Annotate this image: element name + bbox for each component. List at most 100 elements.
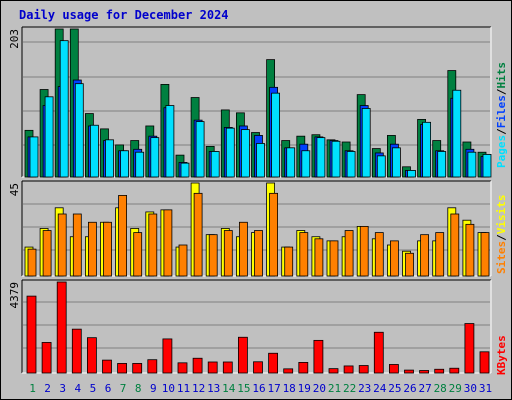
bar-kbytes xyxy=(56,281,67,374)
day-label: 19 xyxy=(298,382,311,395)
day-label: 11 xyxy=(177,382,190,395)
bar-sites xyxy=(57,213,67,277)
bar-sites xyxy=(88,221,97,277)
day-label: 28 xyxy=(434,382,447,395)
y-max-label: 45 xyxy=(8,183,21,196)
bar-sites xyxy=(389,240,399,277)
bar-kbytes xyxy=(222,361,233,374)
bar-kbytes xyxy=(41,342,52,374)
bar-pages xyxy=(482,153,492,178)
bar-sites xyxy=(405,252,414,277)
day-label: 23 xyxy=(358,382,371,395)
legend-visits: Visits xyxy=(495,195,508,235)
y-max-label: 203 xyxy=(8,29,21,49)
legend-slash: / xyxy=(495,234,508,241)
day-label: 8 xyxy=(135,382,142,395)
bar-pages xyxy=(346,151,356,178)
bar-pages xyxy=(90,124,99,178)
bar-pages xyxy=(225,127,235,178)
bar-pages xyxy=(391,147,401,178)
day-label: 14 xyxy=(222,382,236,395)
bar-pages xyxy=(44,96,54,178)
day-label: 31 xyxy=(479,382,492,395)
bar-kbytes xyxy=(449,367,460,374)
legend-hits: Hits xyxy=(495,62,508,89)
day-label: 7 xyxy=(120,382,127,395)
bar-pages xyxy=(74,83,84,178)
panel-2: 45 xyxy=(8,180,492,277)
bar-sites xyxy=(163,209,173,277)
legend-hits-files-pages: Pages/Files/Hits xyxy=(495,62,508,168)
bar-kbytes xyxy=(479,351,490,374)
legend-sites-visits: Sites/Visits xyxy=(495,195,508,275)
bar-sites xyxy=(133,232,143,277)
bar-kbytes xyxy=(147,359,158,374)
day-label: 1 xyxy=(29,382,36,395)
legend-files: Files xyxy=(495,95,508,128)
panel-background xyxy=(22,280,491,373)
bar-kbytes xyxy=(283,368,294,374)
day-label: 3 xyxy=(59,382,66,395)
day-label: 26 xyxy=(403,382,416,395)
day-label: 27 xyxy=(418,382,431,395)
day-label: 21 xyxy=(328,382,341,395)
bar-pages xyxy=(120,150,129,178)
day-label: 15 xyxy=(237,382,250,395)
panel-3: 4379 xyxy=(8,279,492,374)
bar-sites xyxy=(148,213,158,277)
bar-pages xyxy=(361,108,371,178)
bar-kbytes xyxy=(132,363,143,374)
day-label: 5 xyxy=(90,382,97,395)
bar-pages xyxy=(452,89,462,178)
bar-kbytes xyxy=(419,370,430,374)
bar-sites xyxy=(480,232,490,277)
day-label: 30 xyxy=(464,382,477,395)
bar-kbytes xyxy=(343,365,354,374)
bar-pages xyxy=(135,151,145,178)
day-label: 13 xyxy=(207,382,220,395)
bar-sites xyxy=(223,230,233,277)
bar-sites xyxy=(193,192,203,277)
bar-pages xyxy=(29,136,39,178)
legend-slash: / xyxy=(495,88,508,95)
bar-kbytes xyxy=(71,328,82,374)
bar-kbytes xyxy=(102,359,112,374)
day-label: 29 xyxy=(449,382,462,395)
day-label: 25 xyxy=(388,382,401,395)
bar-sites xyxy=(178,244,188,277)
bar-kbytes xyxy=(237,336,248,374)
bar-kbytes xyxy=(464,323,475,374)
bar-kbytes xyxy=(177,362,188,374)
panel-1: 203 xyxy=(8,26,492,178)
bar-sites xyxy=(329,240,339,277)
bar-kbytes xyxy=(298,362,309,374)
day-label: 20 xyxy=(313,382,326,395)
bar-kbytes xyxy=(388,364,399,374)
day-label: 22 xyxy=(343,382,356,395)
bar-kbytes xyxy=(26,295,37,374)
bar-sites xyxy=(435,232,445,277)
bar-kbytes xyxy=(268,352,279,374)
bar-sites xyxy=(344,230,354,277)
legend-slash: / xyxy=(495,128,508,135)
bar-pages xyxy=(437,151,447,178)
bar-sites xyxy=(420,234,430,277)
y-max-label: 4379 xyxy=(8,282,21,309)
bar-sites xyxy=(27,248,37,277)
bar-sites xyxy=(208,234,218,277)
day-label: 4 xyxy=(74,382,81,395)
bar-sites xyxy=(269,192,279,277)
day-label: 24 xyxy=(373,382,387,395)
legend-sites: Sites xyxy=(495,241,508,274)
bar-kbytes xyxy=(87,337,97,374)
bar-pages xyxy=(422,121,432,178)
bar-sites xyxy=(103,221,112,277)
bar-pages xyxy=(301,150,311,178)
bar-sites xyxy=(118,194,127,277)
day-label: 16 xyxy=(252,382,265,395)
bar-kbytes xyxy=(328,368,339,374)
bar-sites xyxy=(238,221,248,277)
bar-sites xyxy=(465,223,475,277)
bar-pages xyxy=(316,137,326,178)
